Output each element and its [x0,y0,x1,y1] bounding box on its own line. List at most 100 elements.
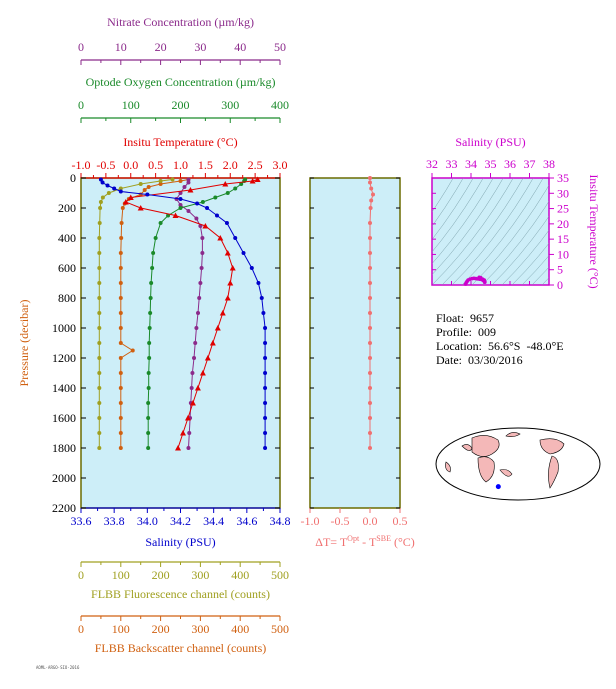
fluorescence-tick-label: 100 [112,568,130,582]
delta-t-line [369,178,374,448]
fluorescence-point [97,221,102,225]
oxygen-point [146,371,151,375]
temperature-tick-label: -0.5 [96,158,115,172]
delta-t-point [368,356,372,360]
nitrate-point [186,209,191,213]
nitrate-point [196,311,201,315]
temperature-tick-label: 0.0 [123,158,138,172]
ts-salinity-tick-label: 35 [485,157,497,171]
fluorescence-point [97,431,102,435]
pressure-tick-label: 600 [58,261,76,275]
delta-t-point [368,296,372,300]
temperature-tick-label: 0.5 [148,158,163,172]
delta-t-tick-label: -1.0 [301,514,320,528]
delta-t-point [368,401,372,405]
delta-t-point [369,186,374,191]
salinity-tick-label: 34.6 [236,514,257,528]
salinity-point [256,281,261,285]
backscatter-point [118,341,123,345]
salinity-point [263,386,268,390]
backscatter-tick-label: 500 [271,622,289,636]
temperature-point [184,415,191,421]
float-value: 9657 [470,311,495,325]
fluorescence-point [138,182,143,186]
delta-t-point [368,341,372,345]
backscatter-point [118,401,123,405]
footer-code: AOML·ARGO·SIO·2016 [36,665,80,670]
salinity-point [263,446,268,450]
location-label: Location: [436,339,482,353]
delta-t-point [368,176,372,180]
temperature-point [219,310,226,316]
pressure-tick-label: 1400 [52,381,76,395]
isoline [451,178,534,285]
delta-t-point [368,326,372,330]
delta-t-point [368,266,372,270]
fluorescence-point [97,326,102,330]
backscatter-point [142,188,147,192]
oxygen-tick-label: 300 [221,98,239,112]
salinity-point [263,341,268,345]
oxygen-point [153,236,158,240]
fluorescence-point [97,401,102,405]
fluorescence-point [97,341,102,345]
salinity-axis-title: Salinity (PSU) [145,535,215,549]
backscatter-tick-label: 200 [152,622,170,636]
salinity-point [205,206,210,210]
temperature-point [179,430,186,436]
salinity-tick-label: 34.4 [203,514,224,528]
isoline [441,178,524,285]
temperature-tick-label: -1.0 [72,158,91,172]
delta-t-point [368,206,373,210]
profile-label: Profile: [436,325,472,339]
oxygen-point [213,195,218,200]
delta-t-point [368,180,372,185]
fluorescence-point [97,236,102,240]
map-landmass [461,444,473,451]
temperature-point [224,250,231,256]
fluorescence-point [118,186,123,191]
isoline [501,229,549,285]
delta-t-axis-title: ΔT= TOpt - TSBE (°C) [315,534,415,549]
nitrate-tick-label: 30 [194,40,206,54]
nitrate-point [199,266,204,270]
backscatter-point [118,251,123,255]
fluorescence-point [98,206,103,210]
isoline [481,200,549,285]
temperature-point [204,355,211,361]
salinity-point [224,221,229,225]
salinity-point [100,180,105,185]
oxygen-point [147,356,152,360]
map-landmass [477,456,495,483]
temperature-point [254,176,261,182]
fluorescence-point [97,386,102,390]
temperature-point [187,187,194,193]
backscatter-point [118,356,123,360]
temperature-point [209,340,216,346]
salinity-point [195,201,200,206]
salinity-point [249,266,254,270]
nitrate-tick-label: 40 [234,40,246,54]
temperature-point [217,235,224,241]
fluorescence-point [97,446,102,450]
backscatter-point [118,326,123,330]
nitrate-point [194,326,199,330]
fluorescence-tick-label: 300 [191,568,209,582]
series [97,176,487,451]
temperature-point [194,385,201,391]
ts-salinity-tick-label: 33 [446,157,458,171]
salinity-tick-label: 34.8 [270,514,291,528]
delta-t-point [368,221,372,225]
temperature-tick-label: 2.0 [223,158,238,172]
temperature-point [224,295,231,301]
temperature-tick-label: 1.0 [173,158,188,172]
nitrate-point [186,446,191,450]
nitrate-point [200,251,205,255]
isoline [541,277,549,285]
nitrate-point [200,236,205,240]
fluorescence-point [97,311,102,315]
oxygen-point [146,401,151,405]
oxygen-point [147,341,152,345]
oxygen-point [239,182,244,186]
axes: 0 10 20 30 40 500 100 200 300 400-1.0 -0.5 0.0 0.5 1.… [52,40,569,636]
